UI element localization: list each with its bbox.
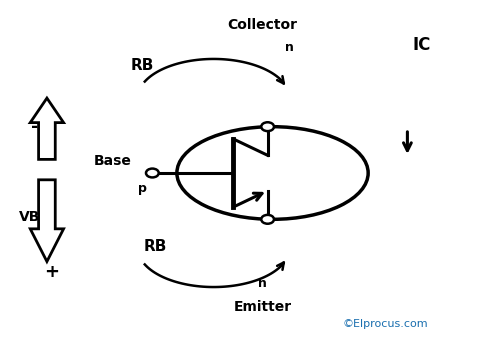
Circle shape xyxy=(146,169,159,177)
Polygon shape xyxy=(30,98,63,160)
Text: IC: IC xyxy=(412,36,431,54)
Text: +: + xyxy=(44,263,60,281)
Text: n: n xyxy=(285,40,294,54)
Text: n: n xyxy=(258,277,267,290)
Circle shape xyxy=(261,215,274,224)
Circle shape xyxy=(261,122,274,131)
Text: Base: Base xyxy=(94,154,132,168)
Text: RB: RB xyxy=(143,239,167,254)
Text: -: - xyxy=(31,118,38,136)
Text: Collector: Collector xyxy=(228,18,298,32)
Text: RB: RB xyxy=(131,58,154,73)
Text: p: p xyxy=(138,182,147,195)
Polygon shape xyxy=(30,180,63,262)
Text: ©Elprocus.com: ©Elprocus.com xyxy=(343,319,428,329)
Text: Emitter: Emitter xyxy=(234,300,292,315)
Text: VBE: VBE xyxy=(19,210,50,224)
